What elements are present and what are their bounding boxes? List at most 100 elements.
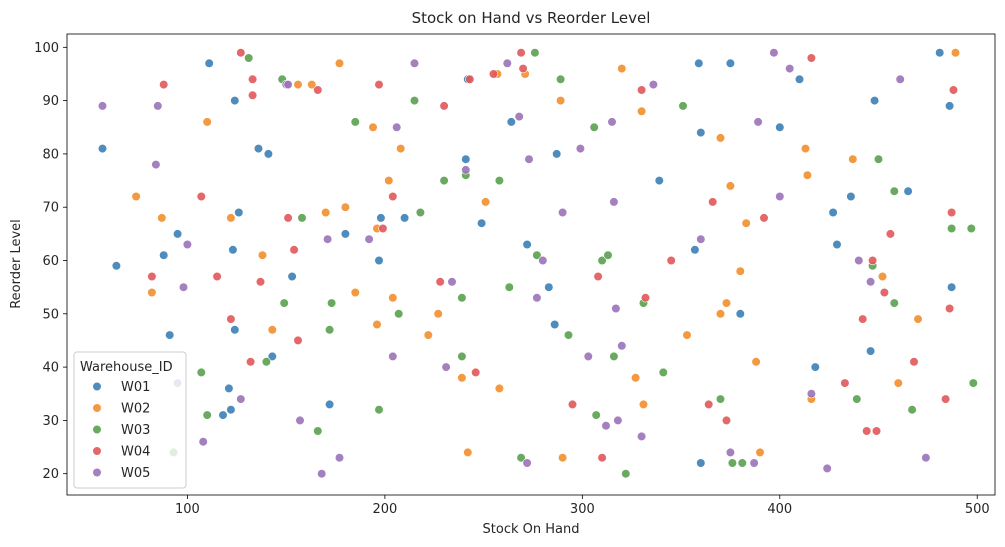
point-w02-2 <box>157 213 167 223</box>
point-w05-22 <box>514 111 524 122</box>
point-w03-1 <box>196 367 206 378</box>
legend-label-w01: W01 <box>121 380 150 395</box>
point-w03-44 <box>907 405 917 415</box>
point-w02-4 <box>226 213 236 223</box>
point-w02-8 <box>307 79 317 90</box>
point-w02-22 <box>463 447 473 458</box>
point-w04-4 <box>226 314 236 324</box>
point-w04-10 <box>283 213 293 223</box>
point-w03-10 <box>327 298 337 308</box>
point-w03-46 <box>966 223 976 234</box>
point-w04-18 <box>439 101 449 111</box>
point-w02-49 <box>950 48 961 58</box>
point-w02-5 <box>257 250 268 260</box>
point-w01-10 <box>230 325 240 335</box>
point-w04-46 <box>948 85 959 95</box>
point-w03-42 <box>889 186 899 196</box>
point-w02-30 <box>630 373 641 383</box>
point-w03-21 <box>504 282 514 292</box>
point-w01-6 <box>218 410 228 420</box>
point-w03-20 <box>494 176 505 186</box>
point-w05-26 <box>538 255 548 266</box>
point-w03-8 <box>313 426 323 436</box>
point-w04-8 <box>248 90 258 100</box>
point-w05-16 <box>392 122 402 132</box>
point-w02-42 <box>800 144 811 154</box>
point-w02-35 <box>715 133 726 143</box>
point-w04-20 <box>471 367 481 378</box>
point-w04-9 <box>255 277 266 287</box>
point-w03-27 <box>589 122 599 132</box>
point-w02-36 <box>721 298 732 308</box>
point-w03-41 <box>873 154 884 164</box>
y-tick-label-100: 100 <box>34 41 59 56</box>
point-w05-4 <box>178 282 189 292</box>
point-w04-32 <box>721 415 732 426</box>
point-w05-28 <box>575 144 586 154</box>
point-w03-30 <box>603 250 613 260</box>
point-w04-1 <box>159 79 169 90</box>
point-w02-37 <box>725 181 736 191</box>
point-w03-14 <box>409 95 420 106</box>
point-w04-14 <box>374 79 384 90</box>
point-w03-43 <box>889 298 899 308</box>
point-w05-44 <box>785 63 795 74</box>
point-w05-45 <box>806 389 817 399</box>
point-w01-4 <box>173 229 183 239</box>
point-w04-43 <box>940 394 951 404</box>
point-w01-45 <box>903 186 913 196</box>
x-tick-label-400: 400 <box>767 502 792 517</box>
point-w05-24 <box>524 154 534 164</box>
point-w01-33 <box>696 128 706 138</box>
point-w01-2 <box>159 250 169 260</box>
point-w03-11 <box>350 117 360 127</box>
point-w02-13 <box>368 122 378 132</box>
point-w03-34 <box>658 367 668 378</box>
point-w01-30 <box>654 176 664 186</box>
point-w01-19 <box>374 255 384 266</box>
point-w04-39 <box>871 426 882 436</box>
point-w01-0 <box>97 144 108 154</box>
point-w05-23 <box>522 458 532 468</box>
point-w01-20 <box>376 213 386 223</box>
point-w01-42 <box>846 191 856 202</box>
point-w04-44 <box>944 303 955 314</box>
point-w02-21 <box>457 373 467 383</box>
point-w05-39 <box>725 447 736 458</box>
point-w03-35 <box>678 101 688 111</box>
y-axis-title: Reorder Level <box>9 219 24 309</box>
point-w04-28 <box>640 293 651 303</box>
point-w05-50 <box>921 453 931 463</box>
point-w04-6 <box>246 357 256 367</box>
point-w05-19 <box>447 277 457 287</box>
point-w01-21 <box>400 213 410 223</box>
point-w01-31 <box>690 245 700 255</box>
point-w02-17 <box>388 293 398 303</box>
x-tick-label-200: 200 <box>372 502 397 517</box>
point-w05-33 <box>611 303 621 314</box>
y-tick-label-90: 90 <box>42 94 59 109</box>
point-w05-0 <box>97 101 108 111</box>
point-w03-18 <box>457 351 467 362</box>
point-w01-8 <box>226 405 236 415</box>
point-w01-46 <box>935 48 945 58</box>
y-tick-label-20: 20 <box>42 467 59 482</box>
point-w03-2 <box>202 410 212 420</box>
plot-area-frame <box>66 33 996 496</box>
point-w04-19 <box>465 74 475 84</box>
point-w02-25 <box>494 383 505 394</box>
point-w03-37 <box>727 458 738 468</box>
point-w02-6 <box>267 325 277 335</box>
point-w02-15 <box>372 319 382 330</box>
x-axis: 100 200 300 400 500 <box>175 495 990 517</box>
point-w01-27 <box>544 282 554 292</box>
point-w03-28 <box>591 410 601 420</box>
point-w01-14 <box>263 149 274 159</box>
point-w05-11 <box>317 469 327 479</box>
point-w05-36 <box>636 431 647 442</box>
y-tick-label-40: 40 <box>42 361 59 376</box>
point-w03-12 <box>374 405 384 415</box>
point-w01-7 <box>224 383 234 394</box>
legend-entries: W01 W02 W03 W04 W05 <box>92 380 150 481</box>
